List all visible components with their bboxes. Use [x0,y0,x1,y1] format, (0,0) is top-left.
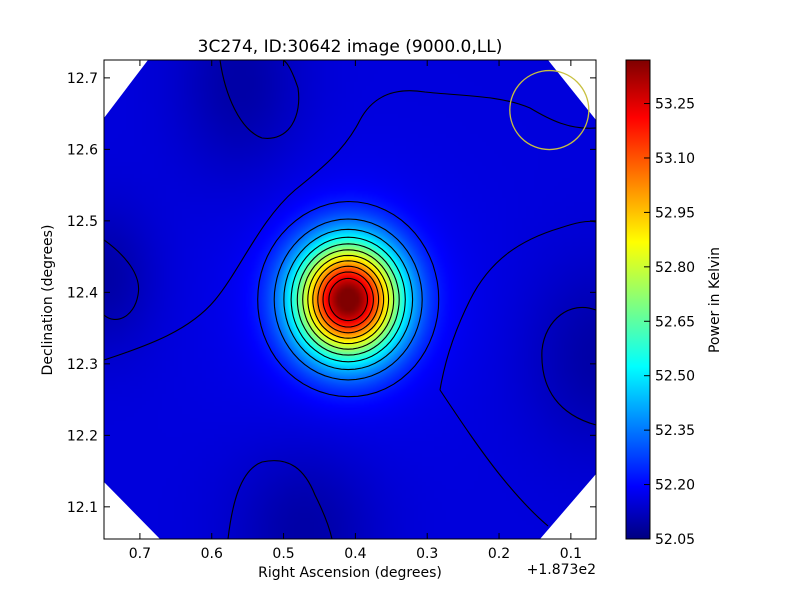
corner-mask-top-left [104,60,148,118]
contour-ring [273,218,423,381]
contour-ring [257,200,440,398]
colorbar-label: Power in Kelvin [707,247,723,353]
contour-ring [296,243,400,356]
colorbar-tick-label: 52.50 [655,369,695,385]
y-axis-label: Declination (degrees) [40,225,56,376]
beam-circle [509,69,590,151]
chart-title: 3C274, ID:30642 image (9000.0,LL) [198,37,503,57]
colorbar-tick-label: 52.80 [655,260,695,276]
contour-line-outer [104,239,140,320]
x-tick-label: 0.2 [488,546,510,562]
contour-line-outer [439,389,549,527]
colorbar-gradient [625,59,651,540]
contour-ring [307,254,390,345]
x-axis-offset: +1.873e2 [527,562,596,578]
x-tick-label: 0.1 [560,546,582,562]
y-tick-label: 12.7 [67,71,98,87]
colorbar-tick-label: 52.65 [655,314,695,330]
colorbar-tick-label: 52.20 [655,478,695,494]
contour-ring [290,236,406,363]
y-tick-label: 12.4 [67,285,98,301]
contour-ring [302,249,395,350]
corner-mask-bottom-left [104,482,160,539]
contour-ring [322,271,374,328]
y-tick-label: 12.2 [67,428,98,444]
contour-line-outer [219,60,300,139]
corner-mask-bottom-right [540,474,596,539]
heatmap-image [104,60,596,539]
y-tick-label: 12.5 [67,214,98,230]
contour-line-outer [227,460,333,539]
colorbar-tick-label: 53.10 [655,151,695,167]
y-tick-label: 12.1 [67,500,98,516]
contour-line-outer [104,90,596,361]
colorbar-tick-label: 53.25 [655,97,695,113]
colorbar-tick-label: 52.35 [655,423,695,439]
corner-mask-top-right [548,60,596,120]
contour-ring [312,260,385,339]
colorbar: 52.05 52.20 52.35 52.50 52.65 52.80 52.95 53.10… [625,59,723,548]
x-tick-label: 0.6 [201,546,223,562]
contour-ring [317,265,380,334]
contour-lines [104,60,596,539]
plot-frame [103,59,597,540]
contour-line-outer [541,306,596,426]
x-axis-label: Right Ascension (degrees) [258,565,442,581]
contour-ring [283,228,414,371]
contour-ring [328,277,369,322]
x-tick-label: 0.5 [272,546,294,562]
y-axis-ticks: 12.1 12.2 12.3 12.4 12.5 12.6 12.7 [67,71,596,516]
contour-line-outer [439,220,596,391]
plot-area [104,60,596,539]
y-tick-label: 12.3 [67,357,98,373]
colorbar-tick-label: 52.95 [655,205,695,221]
x-tick-label: 0.7 [129,546,151,562]
y-tick-label: 12.6 [67,142,98,158]
colorbar-ticks: 52.05 52.20 52.35 52.50 52.65 52.80 52.95 53.10… [644,97,695,548]
x-tick-label: 0.3 [416,546,438,562]
x-tick-label: 0.4 [344,546,366,562]
colorbar-tick-label: 52.05 [655,532,695,548]
x-axis-ticks: 0.7 0.6 0.5 0.4 0.3 0.2 0.1 [129,60,582,562]
